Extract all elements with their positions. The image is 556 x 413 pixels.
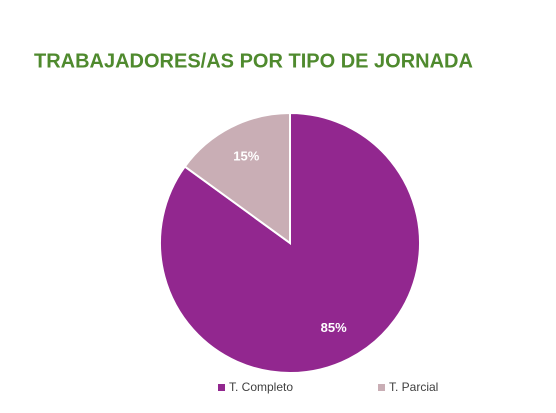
legend-swatch: [378, 384, 385, 391]
legend-label: T. Completo: [229, 380, 293, 394]
pie-slice: [183, 111, 291, 245]
legend-label: T. Parcial: [389, 380, 438, 394]
data-label: 15%: [233, 149, 259, 164]
legend-swatch: [218, 384, 225, 391]
chart-title: TRABAJADORES/AS POR TIPO DE JORNADA: [34, 50, 473, 72]
data-label: 85%: [321, 320, 347, 335]
